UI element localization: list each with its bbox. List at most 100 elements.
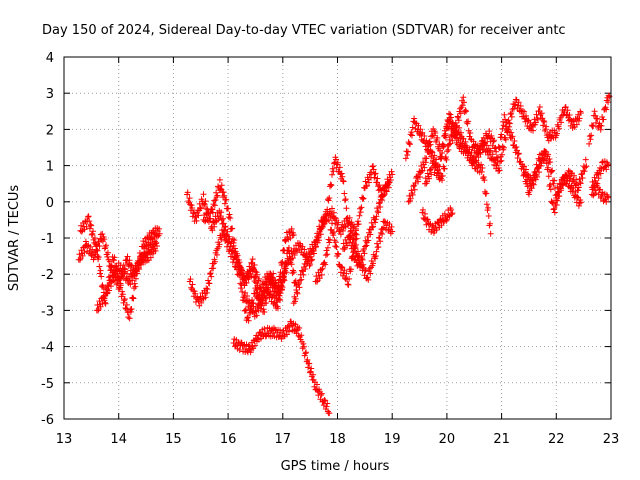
series-track-11 [339, 218, 396, 283]
data-point [322, 252, 329, 259]
data-point [356, 212, 363, 219]
data-point [277, 269, 284, 276]
data-point [411, 186, 418, 193]
data-point [441, 210, 448, 217]
data-point [532, 168, 539, 175]
data-point [131, 272, 138, 279]
data-point [379, 231, 386, 238]
y-tick-label: 4 [46, 51, 54, 66]
data-point [427, 141, 434, 148]
data-point [598, 122, 605, 129]
data-point [211, 202, 218, 209]
data-point [546, 183, 553, 190]
data-point [517, 158, 524, 165]
data-point [534, 165, 541, 172]
data-point [605, 162, 612, 169]
data-point [313, 233, 320, 240]
data-point [292, 295, 299, 302]
data-point [529, 122, 536, 129]
data-point [192, 290, 199, 297]
data-point [595, 171, 602, 178]
data-point [308, 365, 315, 372]
data-point [271, 295, 278, 302]
data-point [328, 182, 335, 189]
data-point [432, 130, 439, 137]
data-point [448, 114, 455, 121]
data-point [365, 179, 372, 186]
x-tick-label: 23 [603, 432, 620, 447]
data-point [249, 268, 256, 275]
y-tick-label: 0 [46, 196, 54, 211]
data-point [211, 223, 218, 230]
x-tick-label: 13 [56, 432, 73, 447]
data-point [340, 178, 347, 185]
data-point [244, 292, 251, 299]
data-point [278, 283, 285, 290]
data-point [426, 175, 433, 182]
data-point [224, 228, 231, 235]
data-point [300, 271, 307, 278]
data-point [605, 99, 612, 106]
data-point [508, 113, 515, 120]
data-point [604, 161, 611, 168]
data-point [547, 186, 554, 193]
data-point [361, 272, 368, 279]
data-point [578, 171, 585, 178]
data-point [278, 261, 285, 268]
data-point [419, 206, 426, 213]
data-point [577, 179, 584, 186]
data-point [595, 123, 602, 130]
data-point [424, 170, 431, 177]
data-point [552, 192, 559, 199]
data-point [285, 260, 292, 267]
data-point [210, 265, 217, 272]
data-point [238, 266, 245, 273]
data-point [193, 217, 200, 224]
data-point [352, 244, 359, 251]
data-point [485, 151, 492, 158]
data-point [333, 156, 340, 163]
data-point [370, 166, 377, 173]
data-point [205, 277, 212, 284]
data-point [357, 209, 364, 216]
data-point [262, 281, 269, 288]
data-point [127, 308, 134, 315]
data-point [329, 220, 336, 227]
data-point [577, 199, 584, 206]
data-point [229, 250, 236, 257]
data-point [441, 165, 448, 172]
data-point [323, 213, 330, 220]
data-point [345, 234, 352, 241]
data-point [252, 273, 259, 280]
data-point [251, 262, 258, 269]
data-point [319, 219, 326, 226]
data-point [510, 105, 517, 112]
data-point [315, 234, 322, 241]
y-tick-label: -5 [41, 377, 54, 392]
data-point [540, 122, 547, 129]
data-point [152, 240, 159, 247]
data-point [239, 288, 246, 295]
data-point [374, 240, 381, 247]
data-point [346, 275, 353, 282]
series-track-19 [586, 92, 613, 147]
data-point [188, 202, 195, 209]
data-point [210, 201, 217, 208]
data-point [275, 279, 282, 286]
data-point [235, 264, 242, 271]
data-point [565, 183, 572, 190]
data-point [431, 152, 438, 159]
data-point [306, 360, 313, 367]
data-point [302, 350, 309, 357]
data-point [428, 171, 435, 178]
data-point [276, 296, 283, 303]
data-point [443, 217, 450, 224]
y-tick-labels: -6 -5 -4 -3 -2 -1 0 1 2 3 4 [41, 51, 54, 428]
axis-ticks [63, 56, 612, 420]
data-point [425, 149, 432, 156]
data-point [124, 270, 131, 277]
data-point [203, 285, 210, 292]
data-point [135, 259, 142, 266]
data-point [202, 294, 209, 301]
data-point [282, 265, 289, 272]
